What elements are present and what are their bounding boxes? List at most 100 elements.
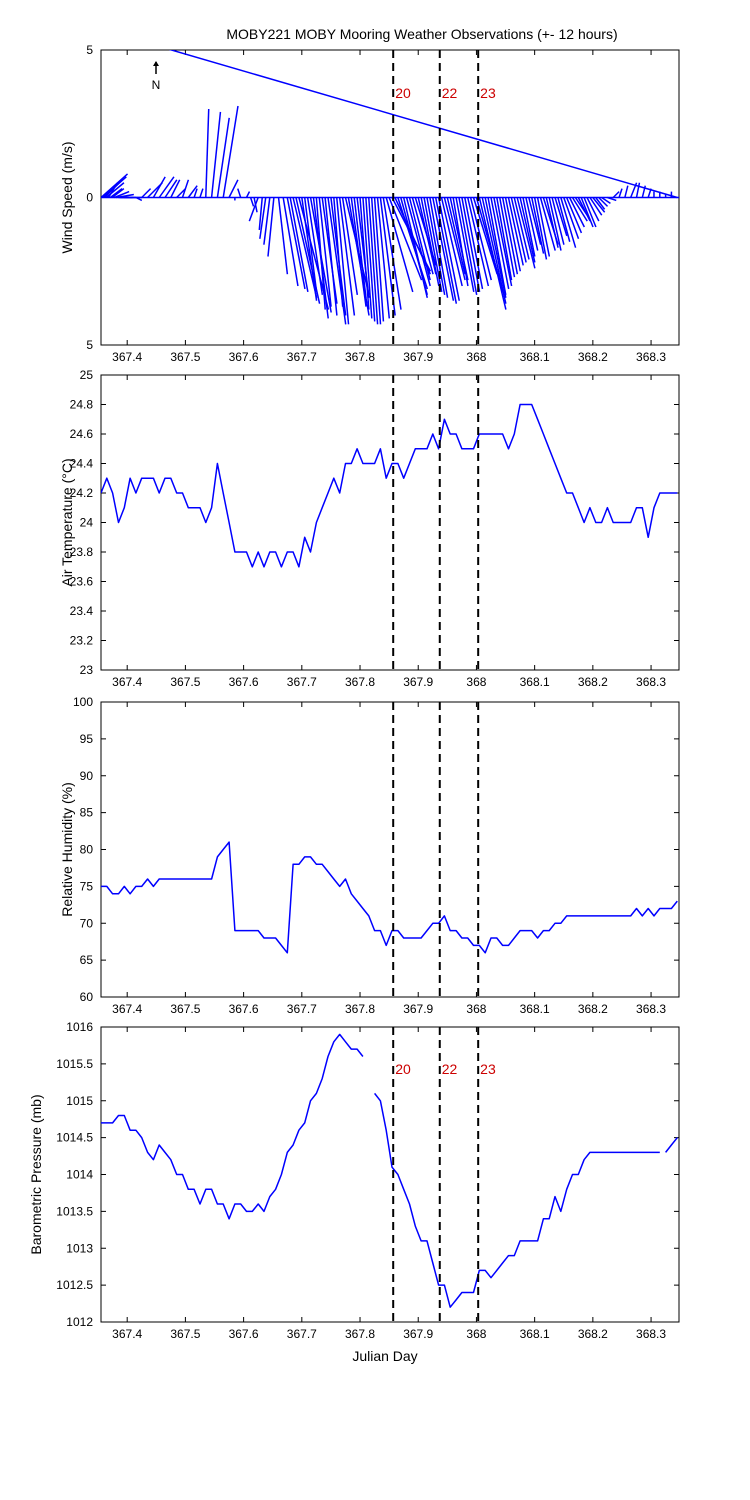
wind-stick <box>373 197 385 322</box>
wind-stick <box>405 197 431 287</box>
wind-stick <box>513 197 530 260</box>
y-tick-label: 1015 <box>66 1094 93 1108</box>
panel-wind: 5 0 5 367.4 367.5 367.6 367.7 367.8 367.9 368 368.… <box>59 43 680 364</box>
wind-stick <box>249 197 255 207</box>
wind-stick <box>601 196 611 205</box>
wind-stick <box>368 197 379 325</box>
wind-stick <box>592 197 606 213</box>
x-tick-label: 367.4 <box>112 1327 142 1341</box>
wind-stick <box>484 197 507 298</box>
x-axis-label: Julian Day <box>352 1348 417 1364</box>
series-line-humidity <box>101 841 678 954</box>
x-tick-label: 367.7 <box>287 1327 317 1341</box>
y-axis-label: Barometric Pressure (mb) <box>28 1094 44 1254</box>
y-tick-label: 23 <box>80 663 94 677</box>
wind-stick <box>318 197 332 307</box>
wind-stick <box>510 197 527 263</box>
y-tick-label: 24.2 <box>70 486 94 500</box>
wind-stick <box>531 197 545 254</box>
wind-stick <box>565 197 583 234</box>
wind-stick <box>528 197 542 245</box>
wind-stick <box>228 179 239 198</box>
x-tick-label: 367.6 <box>229 675 259 689</box>
y-tick-label: 65 <box>80 953 94 967</box>
wind-stick <box>539 197 556 251</box>
wind-stick <box>568 197 585 228</box>
north-label: N <box>152 78 161 92</box>
wind-stick <box>181 179 190 198</box>
wind-stick <box>580 197 594 228</box>
wind-stick <box>487 197 507 295</box>
wind-stick <box>362 197 373 319</box>
y-tick-label: 23.6 <box>70 575 94 589</box>
wind-stick <box>114 190 130 199</box>
wind-stick <box>306 197 324 295</box>
wind-stick <box>365 197 376 322</box>
wind-stick <box>545 197 559 248</box>
wind-stick <box>353 197 367 298</box>
wind-stick <box>490 197 510 290</box>
wind-stick <box>516 197 536 269</box>
marker-label: 22 <box>442 85 458 101</box>
wind-stick <box>461 197 481 293</box>
wind-stick <box>589 197 603 216</box>
wind-stick <box>455 197 475 293</box>
marker-label: 22 <box>442 1061 458 1077</box>
x-tick-label: 368.3 <box>636 1327 666 1341</box>
wind-stick <box>481 197 507 304</box>
wind-stick <box>598 196 609 207</box>
wind-stick <box>493 197 513 287</box>
wind-stick <box>168 50 678 199</box>
wind-stick <box>443 197 466 281</box>
y-tick-label: 23.8 <box>70 545 94 559</box>
wind-stick <box>107 182 119 198</box>
x-tick-label: 367.6 <box>229 1327 259 1341</box>
panel-pressure: 1012 1012.5 1013 1013.5 1014 1014.5 1015 1015.5… <box>28 1020 680 1364</box>
x-tick-label: 368.3 <box>636 1002 666 1016</box>
wind-stick <box>426 197 446 295</box>
x-tick-label: 368.1 <box>520 1002 550 1016</box>
wind-stick <box>286 197 306 290</box>
wind-stick <box>612 191 620 199</box>
x-tick-label: 367.5 <box>170 350 200 364</box>
y-tick-label: 24.8 <box>70 398 94 412</box>
x-tick-label: 367.8 <box>345 1002 375 1016</box>
wind-stick <box>408 197 431 281</box>
y-tick-label: 1016 <box>66 1020 93 1034</box>
x-tick-label: 368.1 <box>520 675 550 689</box>
y-tick-label: 24.6 <box>70 427 94 441</box>
wind-stick <box>478 197 507 310</box>
x-tick-label: 367.5 <box>170 675 200 689</box>
x-tick-label: 367.7 <box>287 350 317 364</box>
wind-stick <box>560 197 577 248</box>
wind-stick <box>522 197 536 257</box>
y-tick-label: 25 <box>80 368 94 382</box>
plot-frame <box>100 374 680 671</box>
wind-stick <box>557 197 571 242</box>
x-tick-label: 367.4 <box>112 1002 142 1016</box>
wind-stick <box>292 197 318 298</box>
x-tick-label: 368 <box>466 675 486 689</box>
wind-stick <box>248 197 259 222</box>
wind-stick <box>258 197 263 231</box>
wind-stick <box>176 188 187 199</box>
y-tick-label: 95 <box>80 732 94 746</box>
wind-stick <box>536 197 551 257</box>
wind-stick <box>525 197 539 251</box>
y-tick-label: 1012.5 <box>56 1278 93 1292</box>
wind-stick <box>158 176 175 198</box>
wind-stick <box>420 197 440 287</box>
wind-stick <box>359 197 370 310</box>
series-group <box>101 403 678 568</box>
wind-stick <box>563 197 580 240</box>
north-arrow-head <box>153 61 159 66</box>
wind-stick <box>551 197 565 245</box>
x-tick-label: 367.9 <box>403 675 433 689</box>
wind-stick <box>388 197 423 281</box>
wind-stick <box>341 197 359 295</box>
x-tick-label: 367.8 <box>345 1327 375 1341</box>
wind-stick <box>193 188 198 198</box>
wind-stick <box>501 197 519 275</box>
wind-stick <box>245 191 251 198</box>
wind-stick <box>417 197 437 275</box>
